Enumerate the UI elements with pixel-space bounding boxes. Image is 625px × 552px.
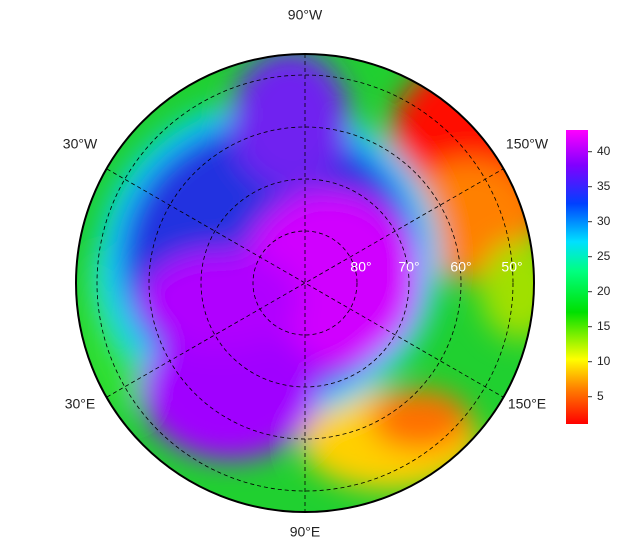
longitude-label: 150°E xyxy=(508,396,546,412)
longitude-label: 30°W xyxy=(63,136,98,152)
colorbar-tick-label: 5 xyxy=(597,389,604,403)
colorbar-tick-label: 40 xyxy=(597,144,611,158)
map-border xyxy=(75,53,535,513)
colorbar-tick-label: 10 xyxy=(597,354,611,368)
latitude-label: 60° xyxy=(450,259,471,275)
colorbar-tick-label: 35 xyxy=(597,179,611,193)
colorbar-tick-label: 25 xyxy=(597,249,611,263)
colorbar-tick-label: 30 xyxy=(597,214,611,228)
colorbar-tick-label: 15 xyxy=(597,319,611,333)
longitude-label: 30°E xyxy=(65,396,96,412)
colorbar-tick-label: 20 xyxy=(597,284,611,298)
latitude-label: 70° xyxy=(398,259,419,275)
latitude-label: 50° xyxy=(501,259,522,275)
longitude-label: 90°W xyxy=(288,7,323,23)
longitude-label: 150°W xyxy=(506,136,549,152)
polar-field xyxy=(76,54,534,512)
latitude-label: 80° xyxy=(350,259,371,275)
longitude-label: 90°E xyxy=(290,524,321,540)
colorbar xyxy=(566,130,588,424)
